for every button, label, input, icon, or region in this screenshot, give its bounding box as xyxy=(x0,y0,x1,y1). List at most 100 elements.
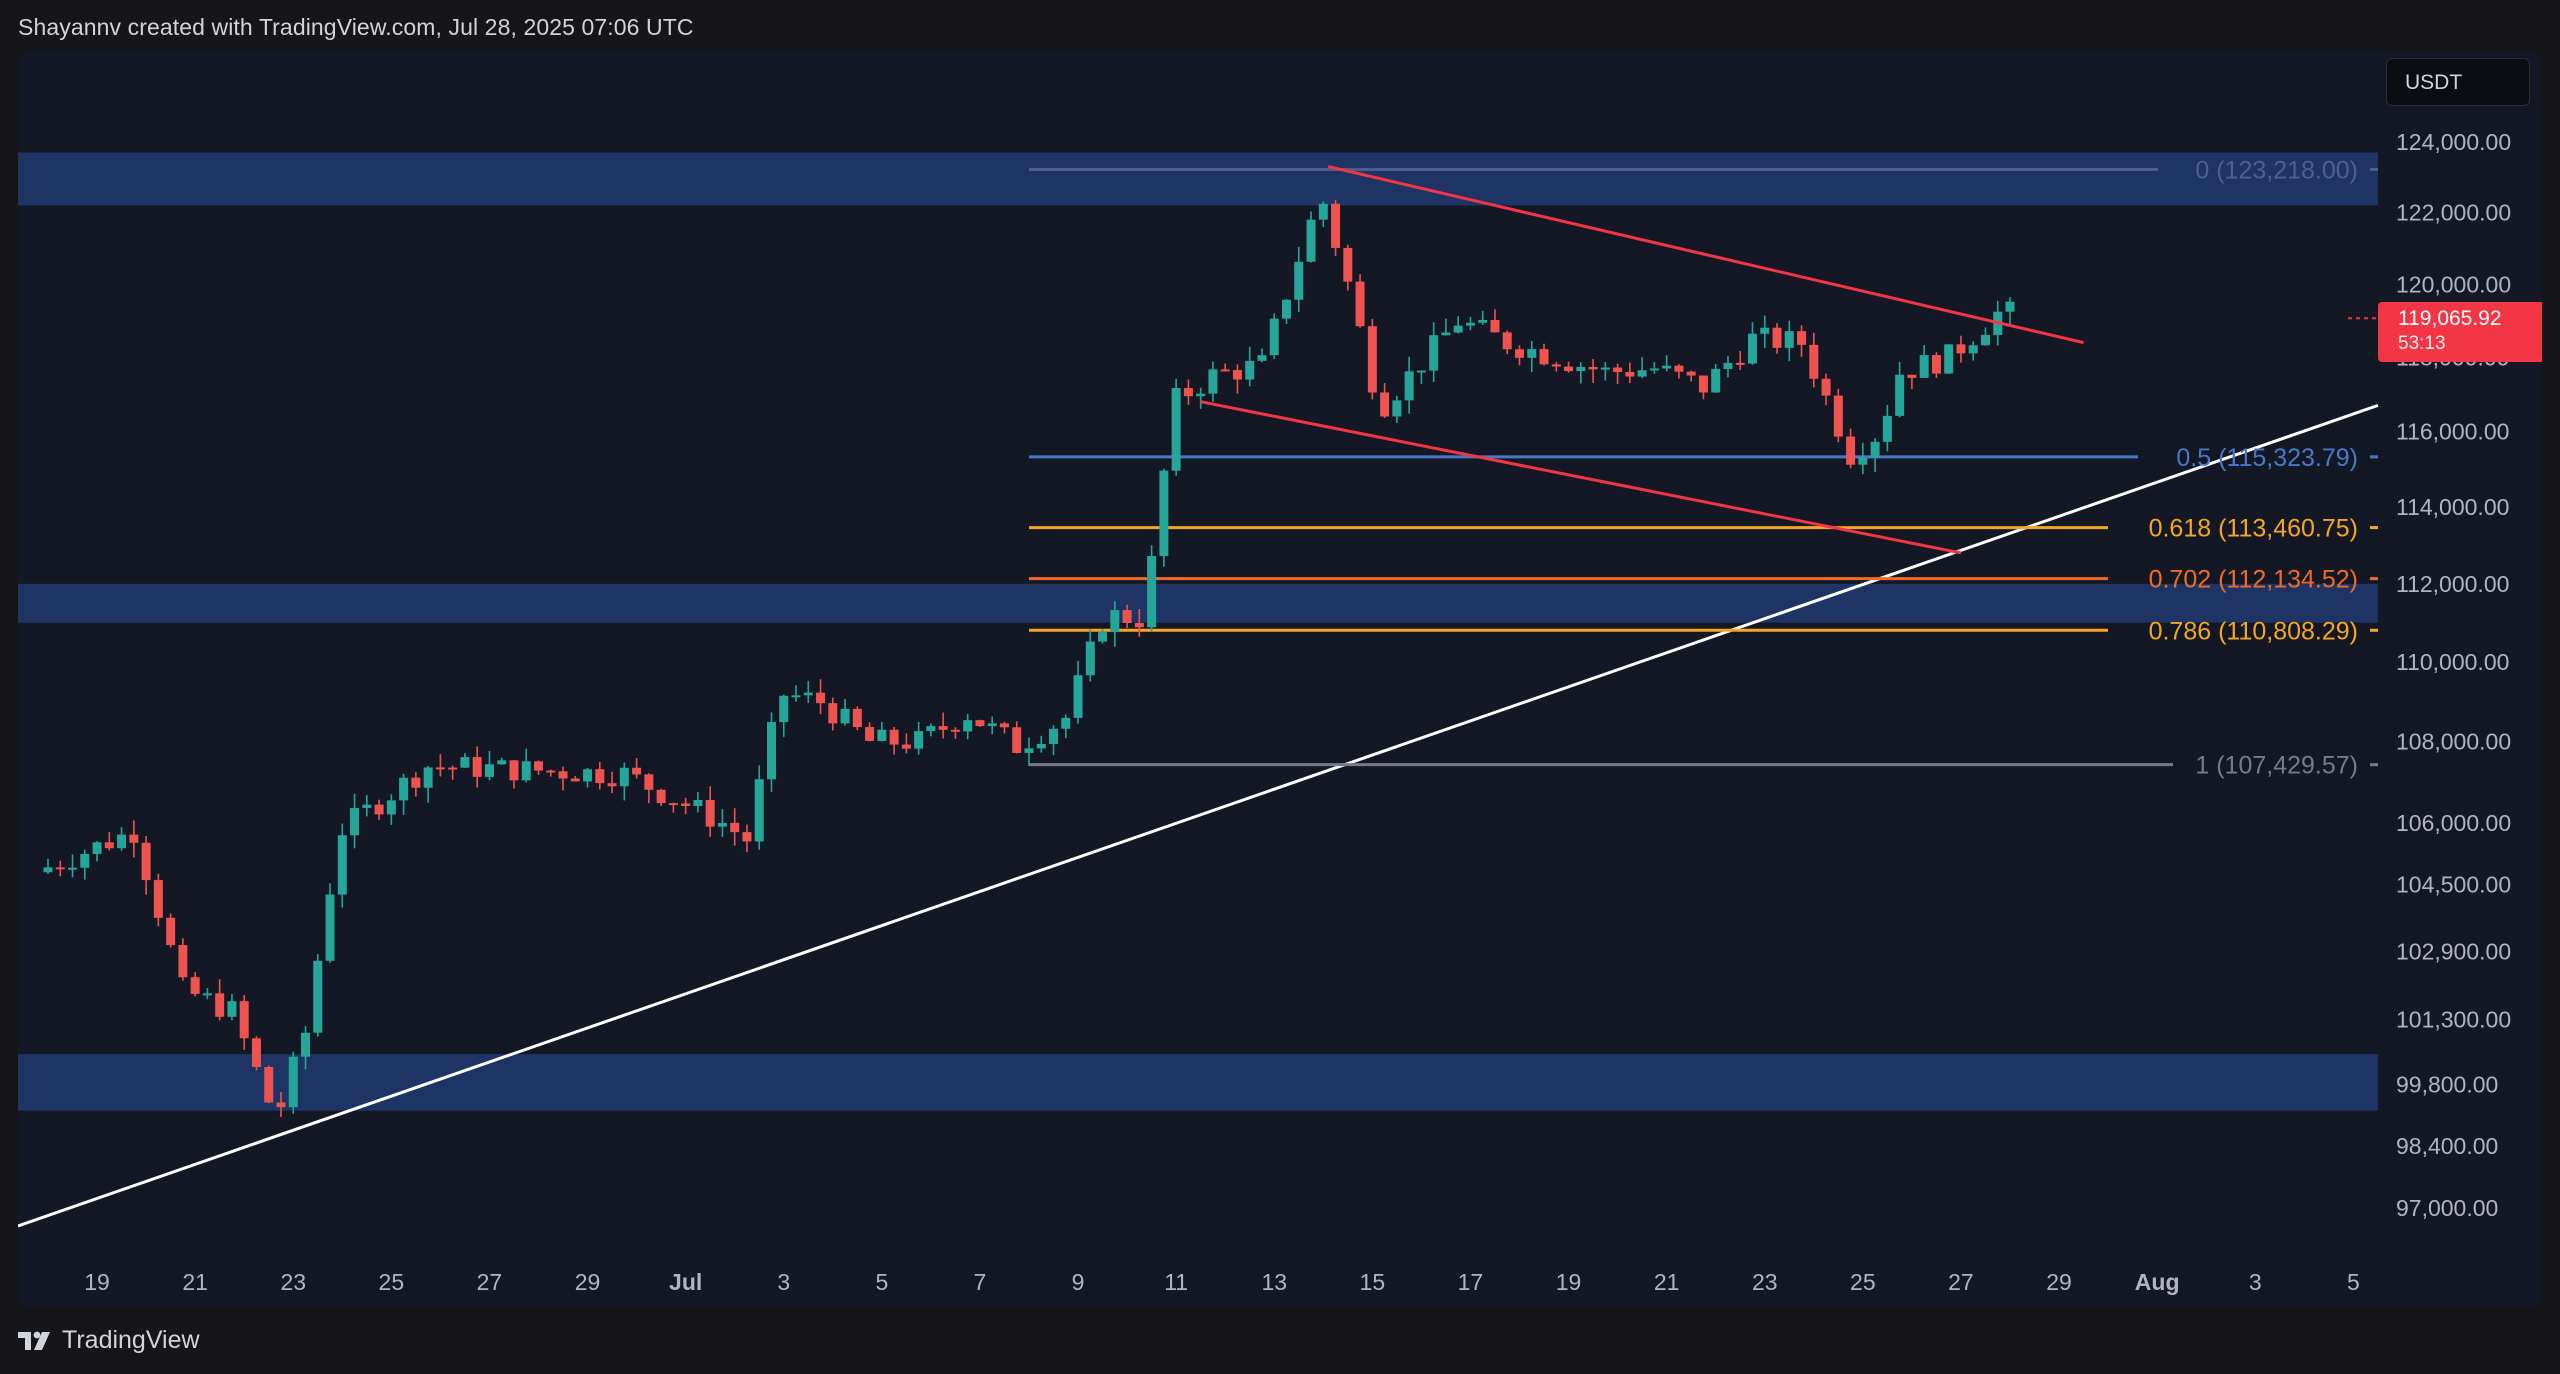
candle-body xyxy=(1772,327,1782,348)
candle-body xyxy=(1355,281,1365,327)
candle-body xyxy=(313,960,323,1033)
time-tick-label: 21 xyxy=(182,1269,208,1295)
candle-body xyxy=(1944,344,1954,374)
price-tick-label: 122,000.00 xyxy=(2396,200,2511,226)
chart-area[interactable]: 124,000.00122,000.00120,000.00118,000.00… xyxy=(18,50,2542,1308)
candle-body xyxy=(1012,727,1022,753)
candle-body xyxy=(730,822,740,833)
candle-body xyxy=(1232,370,1242,380)
candle-body xyxy=(865,727,875,741)
candle-body xyxy=(1711,368,1721,393)
candle-body xyxy=(1036,743,1046,749)
candle-body xyxy=(1931,355,1941,374)
candle-body xyxy=(1797,331,1807,345)
price-chart[interactable]: 124,000.00122,000.00120,000.00118,000.00… xyxy=(18,50,2542,1308)
candle-body xyxy=(1257,355,1267,361)
price-tick-label: 108,000.00 xyxy=(2396,729,2511,755)
time-tick-label: 13 xyxy=(1261,1269,1287,1295)
time-tick-label: 5 xyxy=(875,1269,888,1295)
candle-body xyxy=(1318,203,1328,220)
candle-body xyxy=(1122,610,1132,623)
support-resistance-zone xyxy=(18,1054,2378,1111)
candle-body xyxy=(607,783,617,787)
candle-body xyxy=(840,708,850,724)
price-tick-label: 98,400.00 xyxy=(2396,1133,2498,1159)
candle-body xyxy=(386,800,396,815)
candle-body xyxy=(166,917,176,946)
candle-countdown: 53:13 xyxy=(2398,333,2446,354)
price-tick-label: 97,000.00 xyxy=(2396,1195,2498,1221)
candle-body xyxy=(68,867,78,870)
candle-body xyxy=(1392,400,1402,417)
candle-body xyxy=(1858,457,1868,465)
candle-body xyxy=(828,703,838,724)
time-tick-label: 7 xyxy=(974,1269,987,1295)
candle-body xyxy=(1110,610,1120,633)
price-tick-label: 102,900.00 xyxy=(2396,939,2511,965)
candle-body xyxy=(251,1038,261,1067)
candle-body xyxy=(264,1066,274,1103)
candle-body xyxy=(374,804,384,815)
candle-body xyxy=(938,726,948,730)
candle-body xyxy=(1502,332,1512,350)
candle-body xyxy=(656,789,666,804)
candle-body xyxy=(43,867,53,873)
candle-body xyxy=(1024,748,1034,753)
candle-body xyxy=(754,779,764,842)
time-tick-label: 21 xyxy=(1654,1269,1680,1295)
tradingview-brand[interactable]: TradingView xyxy=(18,1326,200,1355)
candle-body xyxy=(1735,362,1745,365)
candle-body xyxy=(632,767,642,775)
candle-body xyxy=(435,767,445,770)
time-tick-label: 11 xyxy=(1164,1269,1188,1295)
candle-body xyxy=(619,767,629,787)
candle-body xyxy=(1478,319,1488,323)
candle-body xyxy=(534,761,543,771)
currency-selector[interactable]: USDT xyxy=(2386,58,2530,106)
channel-lower-line xyxy=(1200,400,1962,555)
candle-body xyxy=(423,767,433,788)
candle-body xyxy=(926,726,936,732)
fib-level-label: 1 (107,429.57) xyxy=(2195,752,2358,780)
candle-body xyxy=(1515,349,1524,358)
candle-body xyxy=(1343,247,1353,282)
time-tick-label: 9 xyxy=(1072,1269,1085,1295)
candle-body xyxy=(975,720,985,727)
candle-body xyxy=(987,723,997,727)
candle-body xyxy=(288,1056,298,1108)
tradingview-brand-label: TradingView xyxy=(62,1326,200,1354)
candle-body xyxy=(803,692,813,696)
candle-body xyxy=(190,977,200,994)
fib-level-label: 0 (123,218.00) xyxy=(2195,156,2358,184)
candle-body xyxy=(963,720,973,732)
time-tick-label: 3 xyxy=(777,1269,790,1295)
candle-body xyxy=(1662,365,1672,369)
time-tick-label: 23 xyxy=(280,1269,306,1295)
candle-body xyxy=(766,722,776,780)
candle-body xyxy=(215,993,225,1017)
candle-body xyxy=(644,774,654,790)
candle-body xyxy=(239,1001,249,1039)
candle-body xyxy=(1821,378,1831,396)
candle-body xyxy=(791,695,801,698)
candle-body xyxy=(178,945,188,978)
candle-body xyxy=(1159,470,1169,556)
price-tick-label: 99,800.00 xyxy=(2396,1071,2498,1097)
time-tick-label: 29 xyxy=(2046,1269,2072,1295)
candle-body xyxy=(1098,632,1108,642)
time-tick-label: 23 xyxy=(1752,1269,1778,1295)
channel-upper-line xyxy=(1327,165,2084,345)
candle-body xyxy=(1968,345,1978,354)
last-price-tag: 119,065.92 53:13 xyxy=(2378,302,2542,362)
candle-body xyxy=(852,708,862,728)
candle-body xyxy=(705,800,715,827)
candle-body xyxy=(1085,641,1095,676)
candle-body xyxy=(816,692,826,704)
candle-body xyxy=(901,744,911,749)
candle-body xyxy=(350,807,360,836)
candle-body xyxy=(497,760,507,765)
candle-body xyxy=(1870,441,1880,458)
candle-body xyxy=(448,767,458,770)
candle-body xyxy=(1907,374,1917,378)
price-tick-label: 116,000.00 xyxy=(2396,419,2509,445)
